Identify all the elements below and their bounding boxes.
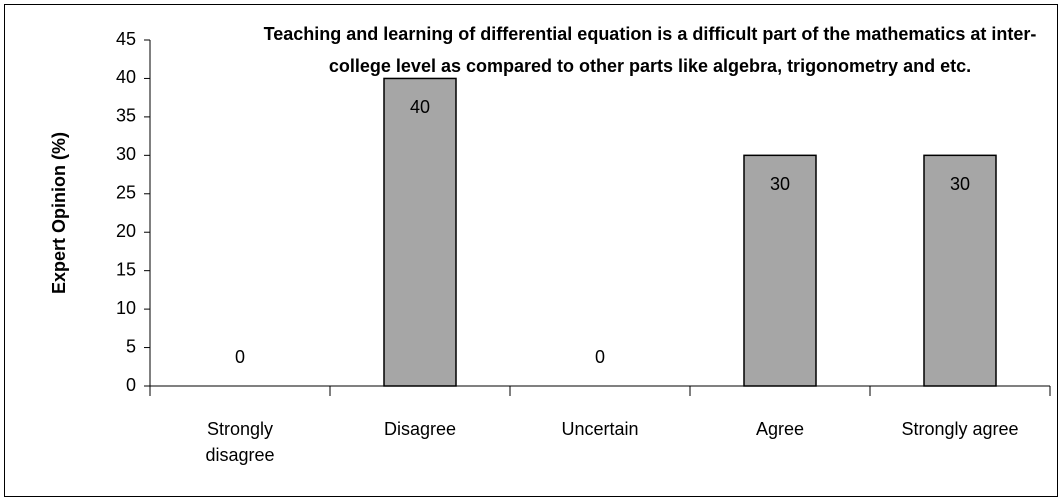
chart-title: Teaching and learning of differential eq… <box>263 24 1037 76</box>
bar <box>743 154 817 387</box>
x-tick-label: Agree <box>755 419 805 439</box>
y-tick-label: 5 <box>126 336 136 356</box>
bar <box>383 77 457 387</box>
y-tick-label: 45 <box>116 29 136 49</box>
x-tick-label: Strongly disagree <box>205 419 275 465</box>
y-tick-label: 15 <box>116 259 136 279</box>
x-tick-label: Strongly agree <box>901 419 1019 439</box>
value-label: 0 <box>235 347 245 367</box>
chart-frame <box>4 4 1058 497</box>
y-axis-title: Expert Opinion (%) <box>49 132 69 294</box>
y-tick-label: 25 <box>116 183 136 203</box>
value-label: 30 <box>950 174 970 194</box>
x-tick-label: Uncertain <box>561 419 639 439</box>
value-label: 0 <box>595 347 605 367</box>
y-tick-label: 20 <box>116 221 136 241</box>
y-tick-label: 35 <box>116 106 136 126</box>
y-tick-label: 30 <box>116 144 136 164</box>
y-tick-label: 10 <box>116 298 136 318</box>
value-label: 30 <box>770 174 790 194</box>
y-tick-label: 40 <box>116 67 136 87</box>
y-tick-label: 0 <box>126 375 136 395</box>
value-label: 40 <box>410 97 430 117</box>
x-tick-label: Disagree <box>383 419 457 439</box>
bar <box>923 154 997 387</box>
